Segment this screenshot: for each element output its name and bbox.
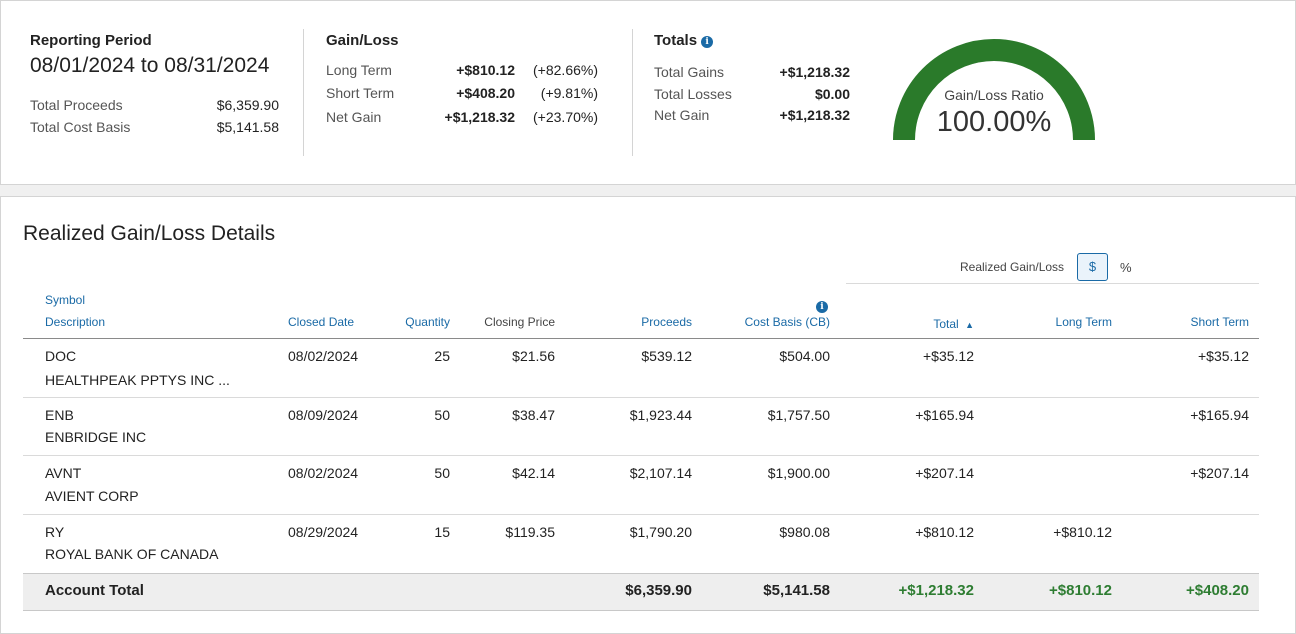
row-divider <box>23 455 1259 456</box>
row-proceeds: $1,923.44 <box>629 407 692 423</box>
col-quantity[interactable]: Quantity <box>405 315 450 329</box>
col-proceeds[interactable]: Proceeds <box>641 315 692 329</box>
gauge-label: Gain/Loss Ratio <box>944 87 1044 103</box>
row-total: +$165.94 <box>915 407 974 423</box>
totals-net-gain-amount: +$1,218.32 <box>779 107 850 123</box>
col-closed-date[interactable]: Closed Date <box>288 315 355 329</box>
row-cost-basis-link[interactable]: $1,757.50 <box>767 407 830 423</box>
account-total-cost-basis: $5,141.58 <box>763 582 830 599</box>
total-cost-basis-value: $5,141.58 <box>216 119 279 135</box>
divider <box>303 29 304 156</box>
row-closed-date: 08/02/2024 <box>288 348 359 364</box>
total-losses-amount: $0.00 <box>814 86 850 102</box>
row-divider <box>23 514 1259 515</box>
realized-gain-loss-details: Realized Gain/Loss Details Realized Gain… <box>0 196 1296 634</box>
short-term-percent: (+9.81%) <box>540 85 598 101</box>
toggle-underline <box>846 283 1259 284</box>
gain-loss-ratio-gauge <box>893 39 1095 141</box>
row-closing-price: $119.35 <box>505 524 555 540</box>
row-total: +$207.14 <box>915 465 974 481</box>
col-cost-basis[interactable]: Cost Basis (CB) <box>744 315 830 329</box>
row-proceeds: $2,107.14 <box>629 465 692 481</box>
row-quantity: 25 <box>434 348 450 364</box>
row-description: AVIENT CORP <box>45 488 139 504</box>
net-gain-amount: +$1,218.32 <box>444 109 515 125</box>
long-term-percent: (+82.66%) <box>533 62 598 78</box>
col-symbol[interactable]: Symbol <box>45 293 86 307</box>
reporting-period-range: 08/01/2024 to 08/31/2024 <box>30 54 270 77</box>
short-term-label: Short Term <box>326 85 395 101</box>
row-symbol-link[interactable]: AVNT <box>45 465 82 481</box>
row-closing-price: $38.47 <box>512 407 555 423</box>
col-total[interactable]: Total ▲ <box>933 317 974 331</box>
col-closing-price: Closing Price <box>484 315 555 329</box>
row-closed-date: 08/09/2024 <box>288 407 359 423</box>
short-term-amount: +$408.20 <box>456 85 515 101</box>
total-proceeds-value: $6,359.90 <box>216 97 279 113</box>
totals-title: Totals i <box>654 32 714 49</box>
toggle-label: Realized Gain/Loss <box>960 260 1065 274</box>
col-long-term[interactable]: Long Term <box>1055 315 1112 329</box>
row-cost-basis-link[interactable]: $1,900.00 <box>767 465 830 481</box>
total-cost-basis-label: Total Cost Basis <box>30 119 131 135</box>
total-proceeds-label: Total Proceeds <box>30 97 123 113</box>
col-total-label: Total <box>933 317 959 331</box>
row-quantity: 50 <box>434 465 450 481</box>
gauge-fill <box>893 39 1095 141</box>
long-term-label: Long Term <box>326 62 392 78</box>
net-gain-label: Net Gain <box>326 109 382 125</box>
row-total: +$35.12 <box>923 348 974 364</box>
row-quantity: 50 <box>434 407 450 423</box>
gauge-value: 100.00% <box>936 106 1052 138</box>
sort-ascending-icon: ▲ <box>965 320 974 330</box>
info-icon[interactable]: i <box>701 36 714 48</box>
account-total-short-term: +$408.20 <box>1186 582 1249 599</box>
totals-net-gain-label: Net Gain <box>654 107 710 123</box>
row-closed-date: 08/29/2024 <box>288 524 359 540</box>
account-total-total: +$1,218.32 <box>898 582 975 599</box>
total-losses-label: Total Losses <box>654 86 732 102</box>
row-quantity: 15 <box>434 524 450 540</box>
row-short-term: +$165.94 <box>1190 407 1249 423</box>
dollar-toggle-button[interactable]: $ <box>1077 253 1108 281</box>
header-divider <box>23 338 1259 339</box>
row-proceeds: $1,790.20 <box>629 524 692 540</box>
row-symbol-link[interactable]: RY <box>45 524 65 540</box>
totals-title-text: Totals <box>654 32 698 49</box>
row-short-term: +$207.14 <box>1190 465 1249 481</box>
row-cost-basis-link[interactable]: $980.08 <box>779 524 830 540</box>
account-total-row <box>23 573 1259 611</box>
row-total: +$810.12 <box>915 524 974 540</box>
row-divider <box>23 397 1259 398</box>
row-description: ENBRIDGE INC <box>45 429 147 445</box>
total-gains-amount: +$1,218.32 <box>779 64 850 80</box>
percent-toggle-button[interactable]: % <box>1120 260 1132 275</box>
col-description[interactable]: Description <box>45 315 106 329</box>
row-proceeds: $539.12 <box>641 348 692 364</box>
row-symbol-link[interactable]: ENB <box>45 407 74 423</box>
total-gains-label: Total Gains <box>654 64 725 80</box>
row-description: ROYAL BANK OF CANADA <box>45 546 219 562</box>
summary-panel: Reporting Period 08/01/2024 to 08/31/202… <box>0 0 1296 185</box>
reporting-period-title: Reporting Period <box>30 32 152 49</box>
account-total-long-term: +$810.12 <box>1049 582 1112 599</box>
row-short-term: +$35.12 <box>1198 348 1249 364</box>
net-gain-percent: (+23.70%) <box>533 109 598 125</box>
cost-basis-info-icon[interactable]: i <box>816 301 828 313</box>
col-short-term[interactable]: Short Term <box>1190 315 1249 329</box>
row-closing-price: $42.14 <box>512 465 555 481</box>
divider <box>632 29 633 156</box>
details-title: Realized Gain/Loss Details <box>23 222 276 245</box>
row-closed-date: 08/02/2024 <box>288 465 359 481</box>
gain-loss-title: Gain/Loss <box>326 32 399 49</box>
account-total-label: Account Total <box>45 582 144 599</box>
row-cost-basis-link[interactable]: $504.00 <box>779 348 830 364</box>
long-term-amount: +$810.12 <box>456 62 515 78</box>
account-total-proceeds: $6,359.90 <box>625 582 692 599</box>
row-closing-price: $21.56 <box>512 348 555 364</box>
row-long-term: +$810.12 <box>1053 524 1112 540</box>
row-symbol-link[interactable]: DOC <box>45 348 77 364</box>
row-description: HEALTHPEAK PPTYS INC ... <box>45 372 230 388</box>
